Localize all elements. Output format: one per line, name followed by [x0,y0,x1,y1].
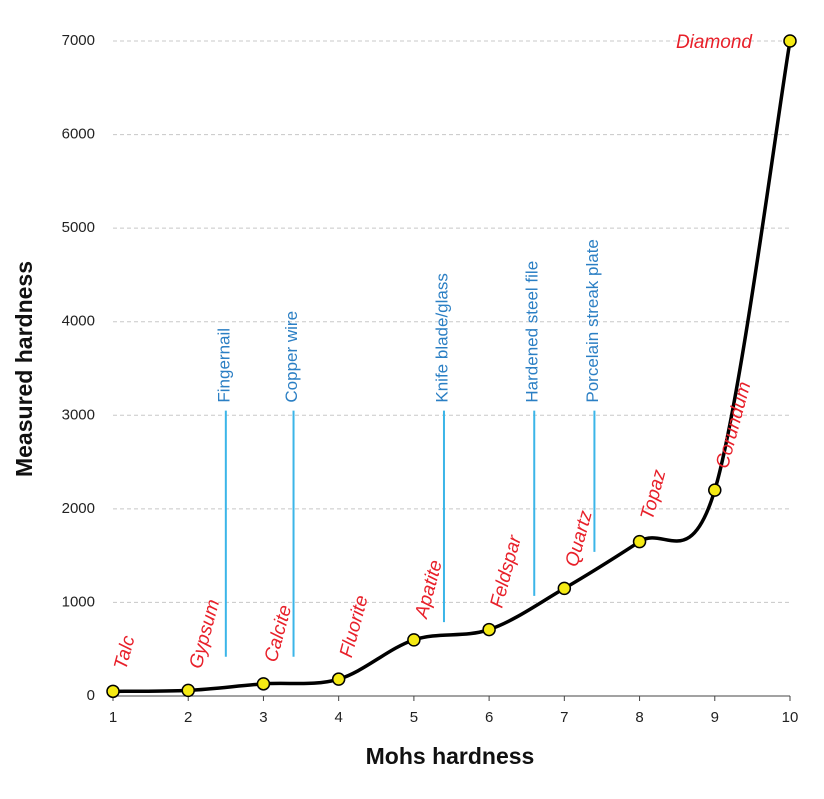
point [407,633,421,647]
x-tick-label: 8 [635,709,643,726]
y-tick-label: 3000 [62,406,95,423]
point [256,677,271,691]
point [708,483,722,497]
x-axis-title: Mohs hardness [366,743,535,769]
mineral-label: Talc [110,633,139,672]
point [783,34,797,48]
x-tick-label: 3 [259,709,267,726]
y-tick-label: 4000 [62,313,95,330]
curve [112,40,792,694]
reference-label: Fingernail [214,328,233,403]
y-tick-label: 6000 [62,126,95,143]
y-tick-label: 7000 [62,32,95,49]
y-tick-label: 2000 [62,500,95,517]
y-tick-label: 0 [87,687,95,704]
mineral-label: Quartz [562,508,597,569]
mineral-label: Feldspar [487,533,527,610]
x-tick-label: 7 [560,709,568,726]
mineral-label: Topaz [637,467,671,522]
reference-label: Hardened steel file [523,261,542,403]
mineral-label: Apatite [411,558,447,622]
reference-label: Copper wire [282,311,301,403]
y-axis-title: Measured hardness [11,261,37,477]
mineral-label: Diamond [676,32,753,53]
x-tick-label: 1 [109,709,117,726]
mineral-label: Gypsum [186,597,225,671]
x-tick-label: 6 [485,709,493,726]
point [331,672,346,686]
point [482,622,496,637]
mineral-label: Fluorite [336,593,373,660]
point [181,683,195,698]
x-tick-label: 5 [410,709,418,726]
y-tick-label: 5000 [62,219,95,236]
mineral-label: Corundum [712,380,755,471]
mineral-label: Calcite [261,603,296,665]
x-tick-label: 9 [711,709,719,726]
y-tick-label: 1000 [62,593,95,610]
point [632,534,647,549]
point [106,684,120,699]
reference-label: Knife blade/glass [432,273,451,402]
x-tick-label: 4 [334,709,342,726]
point [557,581,572,596]
reference-label: Porcelain streak plate [583,239,602,402]
x-tick-label: 10 [782,709,799,726]
x-tick-label: 2 [184,709,192,726]
